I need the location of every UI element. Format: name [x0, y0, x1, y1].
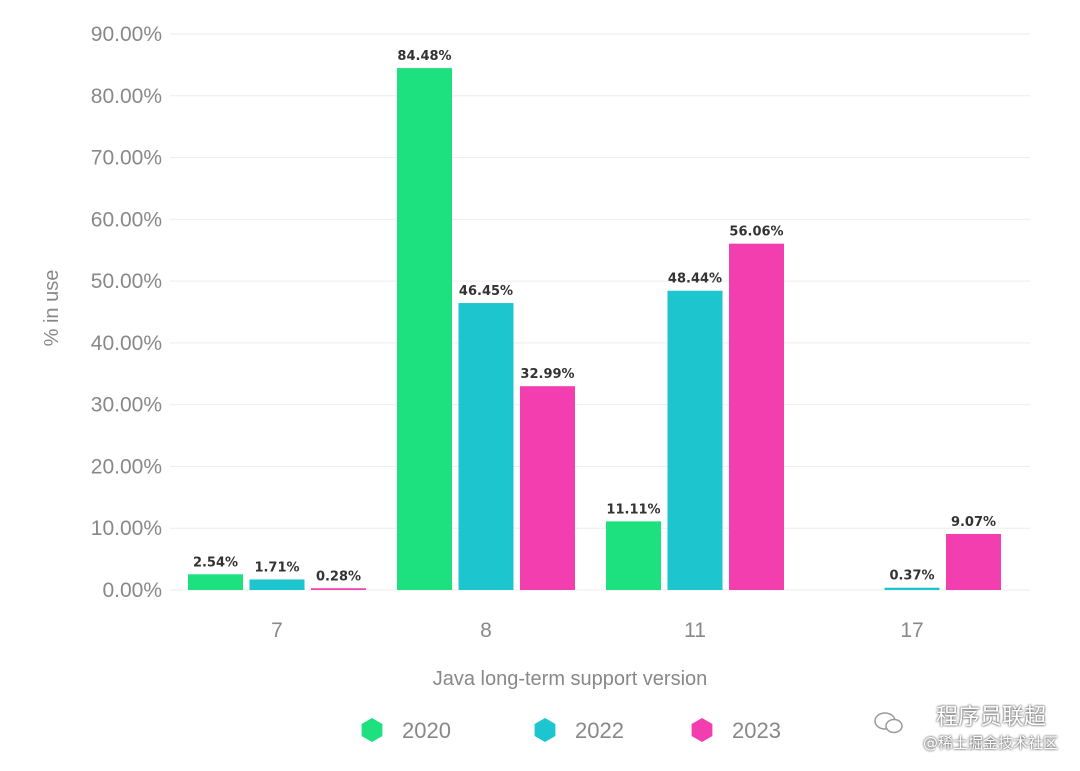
- y-axis-ticks: 0.00% 10.00% 20.00% 30.00% 40.00% 50.00% 60.00…: [91, 23, 162, 602]
- y-tick-label: 20.00%: [91, 455, 162, 478]
- data-label: 32.99%: [520, 367, 574, 382]
- bar-2023-v11: [729, 243, 784, 591]
- legend-label: 2022: [575, 718, 624, 743]
- bar-2023-v8: [520, 386, 575, 590]
- data-label: 48.44%: [668, 272, 722, 287]
- data-label: 2.54%: [193, 555, 238, 570]
- data-labels: 2.54% 1.71% 0.28% 84.48% 46.45% 32.99% 11.11% 4…: [193, 49, 996, 584]
- gridlines: [170, 33, 1030, 591]
- wechat-icon: [874, 712, 903, 734]
- y-tick-label: 0.00%: [102, 579, 162, 602]
- bar-2023-v7: [311, 588, 366, 590]
- data-label: 0.28%: [316, 569, 361, 584]
- data-label: 56.06%: [729, 225, 783, 240]
- y-tick-label: 40.00%: [91, 332, 162, 355]
- data-label: 46.45%: [459, 284, 513, 299]
- bar-2020-v8: [397, 68, 452, 591]
- y-tick-label: 90.00%: [91, 23, 162, 46]
- data-label: 11.11%: [606, 502, 660, 517]
- watermark-title: 程序员联超: [935, 705, 1046, 730]
- y-tick-label: 30.00%: [91, 394, 162, 417]
- legend-label: 2023: [732, 718, 781, 743]
- legend-swatch-2020: [361, 718, 383, 742]
- x-tick-label: 11: [684, 619, 706, 642]
- bar-2023-v17: [946, 533, 1001, 590]
- data-label: 1.71%: [254, 560, 299, 575]
- watermark-subtitle: @稀土掘金技术社区: [922, 734, 1058, 752]
- y-tick-label: 60.00%: [91, 208, 162, 231]
- legend-swatch-2022: [534, 718, 556, 742]
- bar-2022-v11: [667, 290, 723, 590]
- x-axis-title: Java long-term support version: [433, 668, 708, 690]
- legend: 2020 2022 2023: [361, 718, 781, 743]
- y-tick-label: 80.00%: [91, 85, 162, 108]
- legend-label: 2020: [402, 718, 451, 743]
- y-tick-label: 70.00%: [91, 147, 162, 170]
- y-axis-title: % in use: [41, 270, 63, 347]
- x-tick-label: 7: [271, 619, 283, 642]
- bar-2020-v7: [188, 574, 243, 590]
- y-tick-label: 10.00%: [91, 517, 162, 540]
- legend-swatch-2023: [691, 718, 713, 742]
- bar-2022-v8: [458, 303, 514, 590]
- bar-2022-v7: [249, 579, 305, 590]
- data-label: 0.37%: [889, 569, 934, 584]
- x-axis-ticks: 7 8 11 17: [271, 619, 924, 642]
- x-tick-label: 8: [480, 619, 492, 642]
- data-label: 84.48%: [397, 49, 451, 64]
- bar-2020-v11: [606, 521, 661, 590]
- data-label: 9.07%: [951, 515, 996, 530]
- bar-2022-v17: [884, 587, 940, 590]
- bars: [188, 68, 1001, 591]
- y-tick-label: 50.00%: [91, 270, 162, 293]
- x-tick-label: 17: [900, 619, 923, 642]
